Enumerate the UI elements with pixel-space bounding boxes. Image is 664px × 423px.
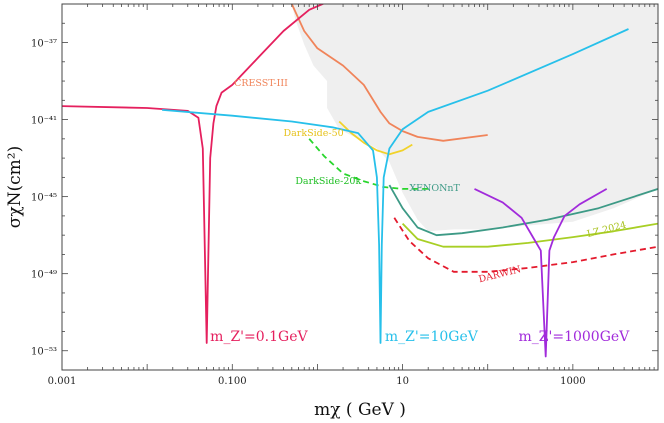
label-m-z-1000gev: m_Z'=1000GeV <box>519 329 631 345</box>
y-axis-title: σχN(cm²) <box>5 146 25 229</box>
curve-xenonnt <box>388 184 658 237</box>
label-m-z-0-1gev: m_Z'=0.1GeV <box>210 329 308 345</box>
label-xenonnt: XENONnT <box>409 183 460 194</box>
y-tick-label: 10⁻⁴¹ <box>31 116 57 127</box>
plot-frame <box>61 3 659 371</box>
y-tick-label: 10⁻⁵³ <box>31 347 57 358</box>
label-m-z-10gev: m_Z'=10GeV <box>385 329 479 345</box>
y-tick-label: 10⁻⁴⁹ <box>31 270 57 281</box>
curve-m-z-10gev <box>162 28 629 344</box>
x-tick-label: 0.100 <box>218 376 247 387</box>
curve-darkside-50 <box>338 120 413 156</box>
y-tick-label: 10⁻⁴⁵ <box>31 193 57 204</box>
x-tick-label: 10 <box>396 376 409 387</box>
label-darkside-20k: DarkSide-20k <box>295 176 361 187</box>
curve-darkside-20k <box>308 138 429 190</box>
x-tick-label: 0.001 <box>48 376 77 387</box>
x-axis-title: mχ ( GeV ) <box>314 400 406 420</box>
label-cresst-iii: CRESST-III <box>234 78 288 89</box>
curve-cresst-iii <box>290 4 488 142</box>
x-tick-label: 1000 <box>560 376 585 387</box>
excluded-region <box>291 4 658 232</box>
curve-m-z-1000gev <box>474 188 608 358</box>
curve-lz-2024 <box>401 222 658 248</box>
y-tick-label: 10⁻³⁷ <box>31 39 57 50</box>
label-darkside-50: DarkSide-50 <box>284 128 344 139</box>
